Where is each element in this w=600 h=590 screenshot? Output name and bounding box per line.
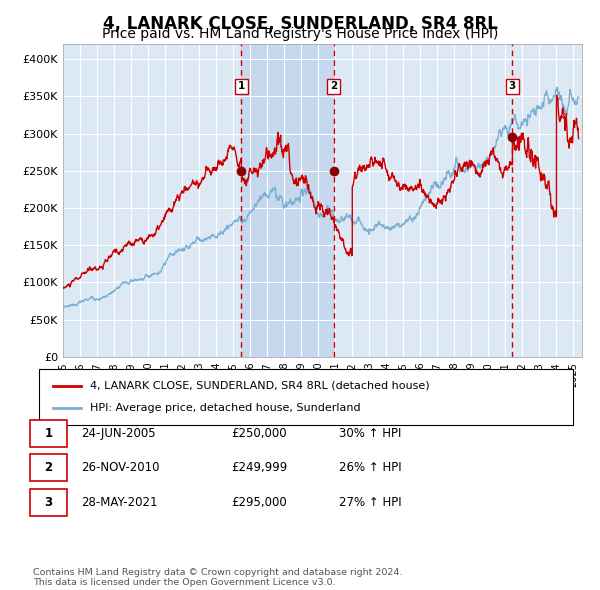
Text: 26-NOV-2010: 26-NOV-2010 [81,461,160,474]
Text: 2: 2 [44,461,53,474]
Text: 3: 3 [44,496,53,509]
Text: 2: 2 [330,81,337,91]
Text: Contains HM Land Registry data © Crown copyright and database right 2024.
This d: Contains HM Land Registry data © Crown c… [33,568,403,587]
Text: 27% ↑ HPI: 27% ↑ HPI [339,496,401,509]
Text: £250,000: £250,000 [231,427,287,440]
Bar [241,44,334,357]
Text: 1: 1 [238,81,245,91]
Text: 30% ↑ HPI: 30% ↑ HPI [339,427,401,440]
Text: HPI: Average price, detached house, Sunderland: HPI: Average price, detached house, Sund… [90,403,361,413]
Text: 1: 1 [44,427,53,440]
Text: £295,000: £295,000 [231,496,287,509]
Text: 4, LANARK CLOSE, SUNDERLAND, SR4 8RL (detached house): 4, LANARK CLOSE, SUNDERLAND, SR4 8RL (de… [90,381,430,391]
Text: 3: 3 [509,81,516,91]
Text: £249,999: £249,999 [231,461,287,474]
Text: 24-JUN-2005: 24-JUN-2005 [81,427,155,440]
Text: 26% ↑ HPI: 26% ↑ HPI [339,461,401,474]
Text: 4, LANARK CLOSE, SUNDERLAND, SR4 8RL: 4, LANARK CLOSE, SUNDERLAND, SR4 8RL [103,15,497,33]
Text: Price paid vs. HM Land Registry's House Price Index (HPI): Price paid vs. HM Land Registry's House … [102,27,498,41]
Text: 28-MAY-2021: 28-MAY-2021 [81,496,157,509]
